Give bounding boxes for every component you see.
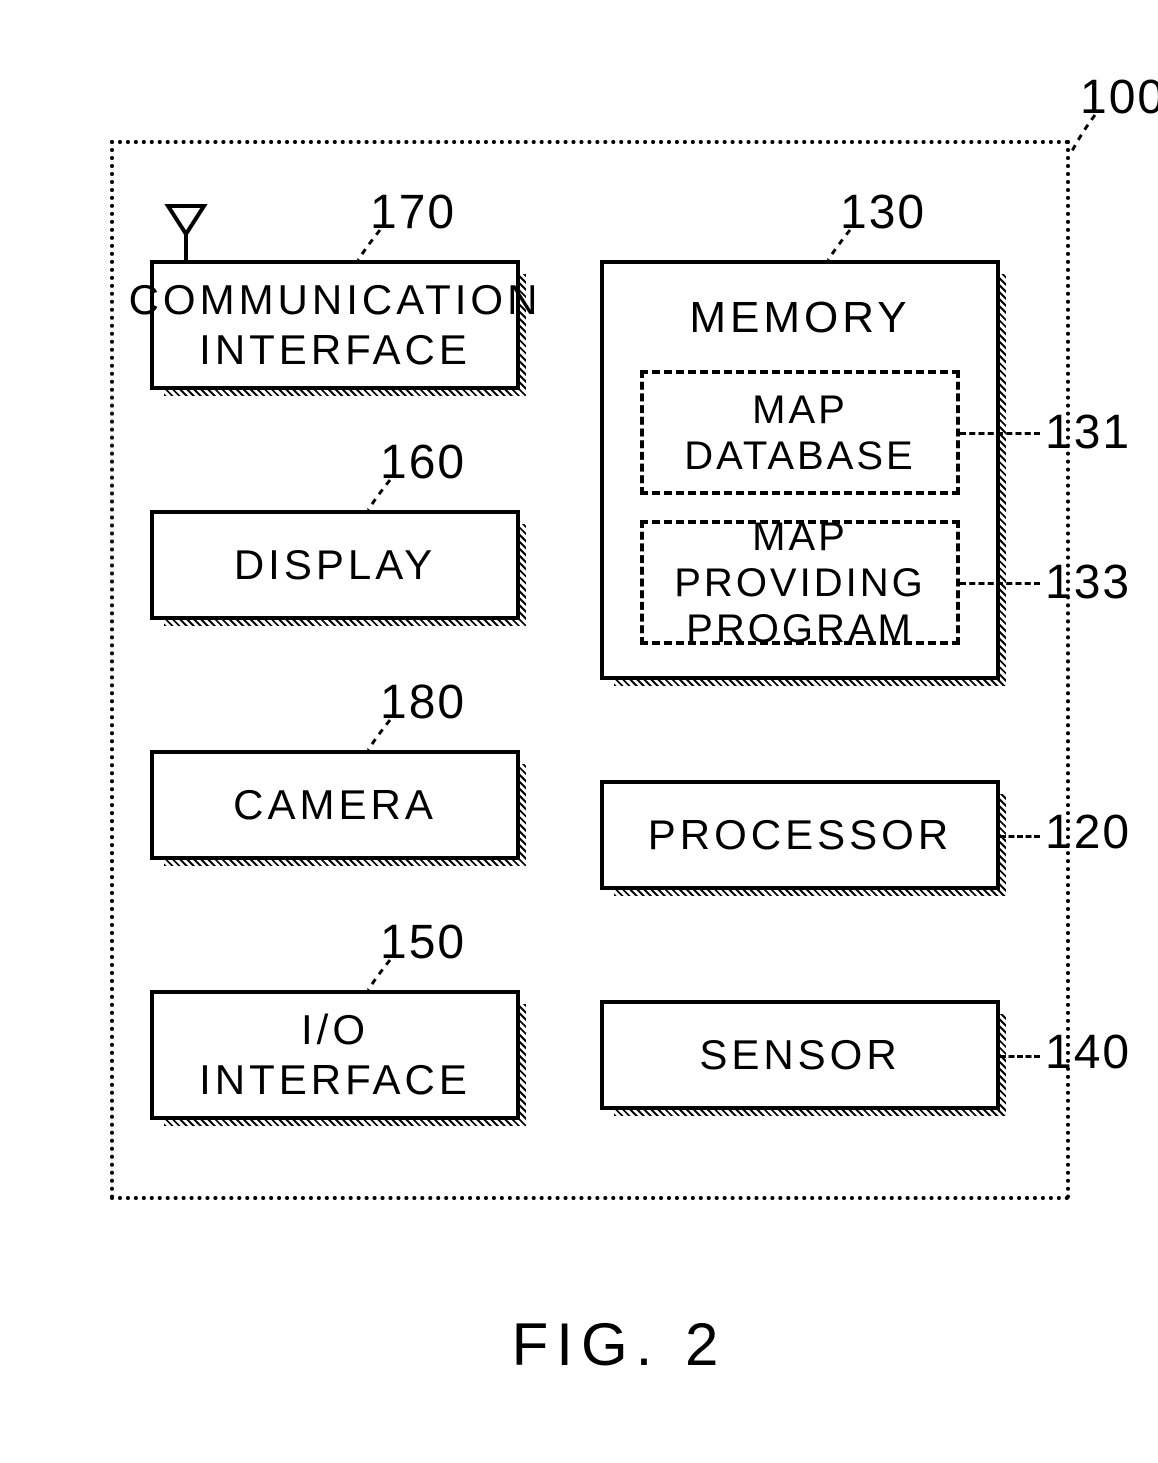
block-processor: PROCESSOR — [600, 780, 1000, 890]
block-sensor: SENSOR — [600, 1000, 1000, 1110]
block-display: DISPLAY — [150, 510, 520, 620]
block-label: SENSOR — [699, 1030, 900, 1080]
ref-sensor: 140 — [1045, 1025, 1131, 1080]
block-label: I/OINTERFACE — [199, 1005, 471, 1106]
block-io-interface: I/OINTERFACE — [150, 990, 520, 1120]
memory-title: MEMORY — [604, 292, 996, 345]
leader-display — [360, 475, 400, 515]
diagram-canvas: 100 COMMUNICATIONINTERFACE 170 DISPLAY 1… — [40, 40, 1158, 1423]
block-label: MAP PROVIDINGPROGRAM — [644, 514, 956, 652]
block-map-providing-program: MAP PROVIDINGPROGRAM — [640, 520, 960, 645]
leader-mapdb — [960, 432, 1040, 435]
leader-comm — [350, 225, 390, 265]
leader-camera — [360, 715, 400, 755]
ref-mapdb: 131 — [1045, 405, 1131, 460]
block-label: CAMERA — [233, 780, 437, 830]
figure-caption: FIG. 2 — [40, 1310, 1158, 1379]
block-label: DISPLAY — [234, 540, 436, 590]
leader-sensor — [1000, 1055, 1040, 1058]
block-communication-interface: COMMUNICATIONINTERFACE — [150, 260, 520, 390]
block-map-database: MAPDATABASE — [640, 370, 960, 495]
leader-memory — [820, 225, 860, 265]
block-label: MAPDATABASE — [684, 387, 915, 479]
leader-outer — [1060, 110, 1100, 160]
leader-mapprog — [960, 582, 1040, 585]
leader-proc — [1000, 835, 1040, 838]
ref-mapprog: 133 — [1045, 555, 1131, 610]
ref-proc: 120 — [1045, 805, 1131, 860]
leader-io — [360, 955, 400, 995]
block-camera: CAMERA — [150, 750, 520, 860]
antenna-icon — [158, 198, 214, 264]
block-label: COMMUNICATIONINTERFACE — [129, 275, 542, 376]
block-label: PROCESSOR — [648, 810, 952, 860]
